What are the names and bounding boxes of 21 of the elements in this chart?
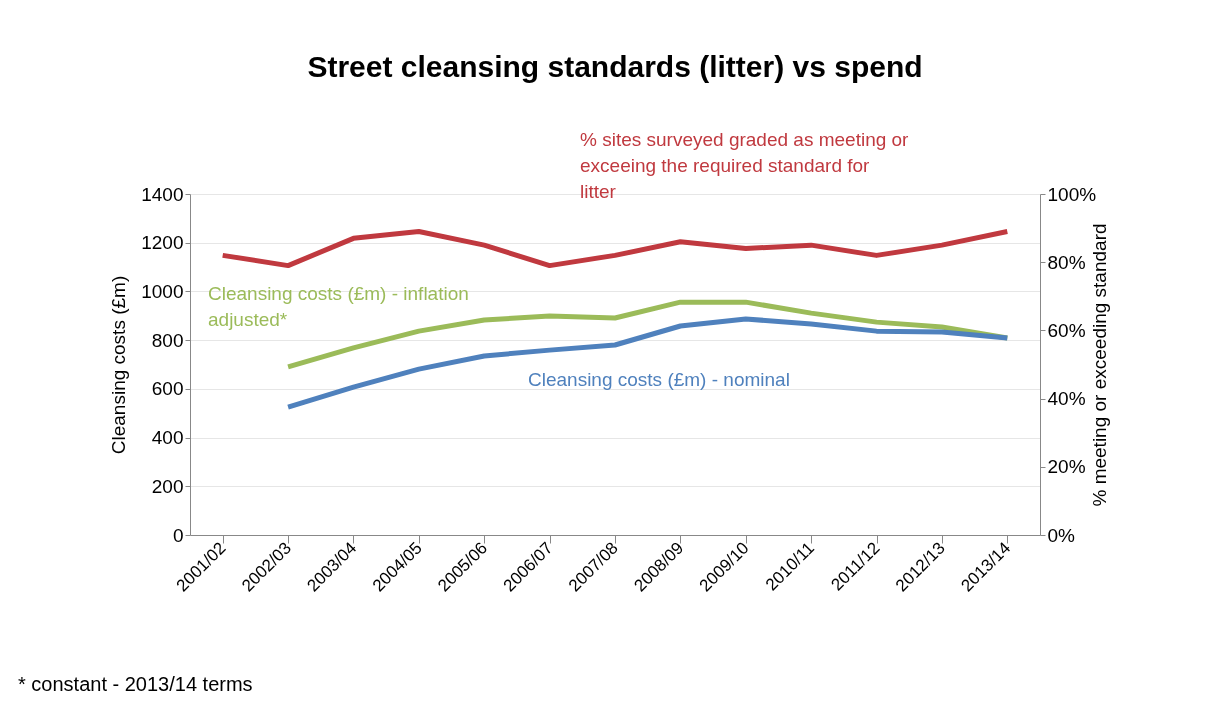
series-label: Cleansing costs (£m) - inflation adjusted* <box>208 283 469 330</box>
y-tick-label: 1000 <box>141 280 184 302</box>
y-tick-label: 0 <box>172 524 184 546</box>
y2-tick-label: 80% <box>1047 251 1086 273</box>
y-axis-title: Cleansing costs (£m) <box>108 275 130 455</box>
y-tick-label: 800 <box>151 329 184 351</box>
y-tick-label: 600 <box>151 378 184 400</box>
y2-tick-label: 40% <box>1047 388 1086 410</box>
y2-tick-label: 60% <box>1047 319 1086 341</box>
y2-tick-label: 100% <box>1047 183 1097 205</box>
y-tick-label: 1400 <box>141 183 184 205</box>
y2-axis-title: % meeting or exceeding standard <box>1089 223 1111 507</box>
y2-tick-label: 0% <box>1047 524 1076 546</box>
y-tick-label: 400 <box>151 427 184 449</box>
y2-tick-label: 20% <box>1047 456 1086 478</box>
chart-title: Street cleansing standards (litter) vs spend <box>307 50 923 83</box>
text: * constant - 2013/14 terms <box>18 673 253 695</box>
y-tick-label: 200 <box>151 475 184 497</box>
series-label: Cleansing costs (£m) - nominal <box>528 369 790 390</box>
y-tick-label: 1200 <box>141 232 184 254</box>
text: % sites surveyed graded as meeting or exceeing the required standard for litter <box>580 129 910 202</box>
